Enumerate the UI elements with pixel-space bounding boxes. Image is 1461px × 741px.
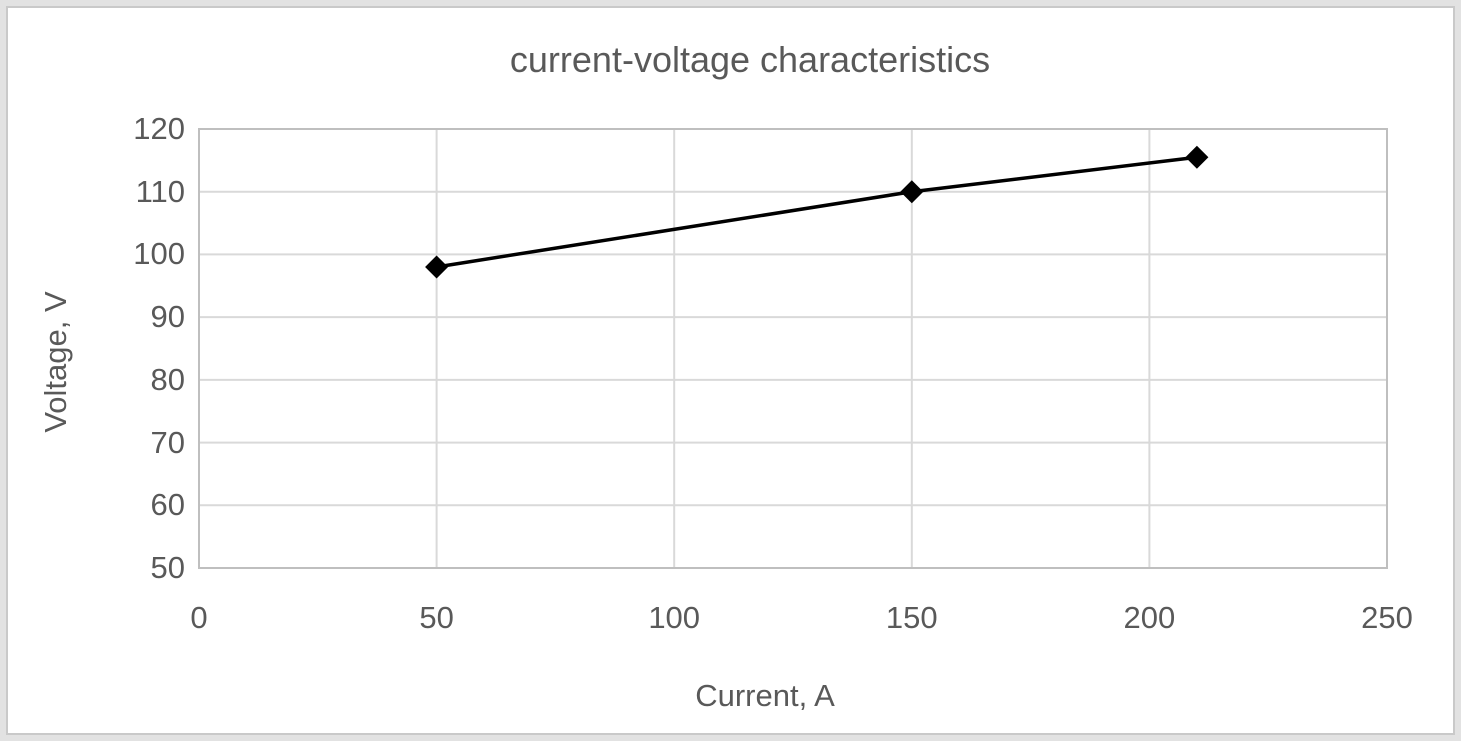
chart-title: current-voltage characteristics bbox=[509, 39, 991, 80]
x-tick-label: 0 bbox=[190, 600, 208, 635]
x-tick-label: 200 bbox=[1123, 600, 1176, 635]
data-point-marker bbox=[900, 180, 924, 204]
x-tick-label: 50 bbox=[419, 600, 454, 635]
x-tick-label: 150 bbox=[885, 600, 938, 635]
x-axis-title: Current, A bbox=[695, 678, 835, 713]
data-point-marker bbox=[1185, 145, 1209, 169]
y-tick-label: 70 bbox=[150, 424, 185, 460]
x-tick-label: 100 bbox=[648, 600, 701, 635]
y-tick-label: 120 bbox=[133, 111, 185, 146]
y-tick-label: 100 bbox=[133, 236, 185, 272]
y-tick-label: 90 bbox=[150, 299, 185, 335]
x-tick-label: 250 bbox=[1361, 600, 1413, 635]
data-series-line bbox=[436, 155, 1198, 269]
data-point-marker bbox=[425, 255, 449, 279]
y-tick-label: 80 bbox=[150, 361, 185, 397]
chart-frame bbox=[6, 6, 1455, 735]
plot-border bbox=[198, 128, 1388, 569]
y-tick-label: 110 bbox=[135, 173, 185, 209]
y-tick-label: 50 bbox=[150, 550, 185, 585]
y-tick-label: 60 bbox=[150, 487, 185, 523]
